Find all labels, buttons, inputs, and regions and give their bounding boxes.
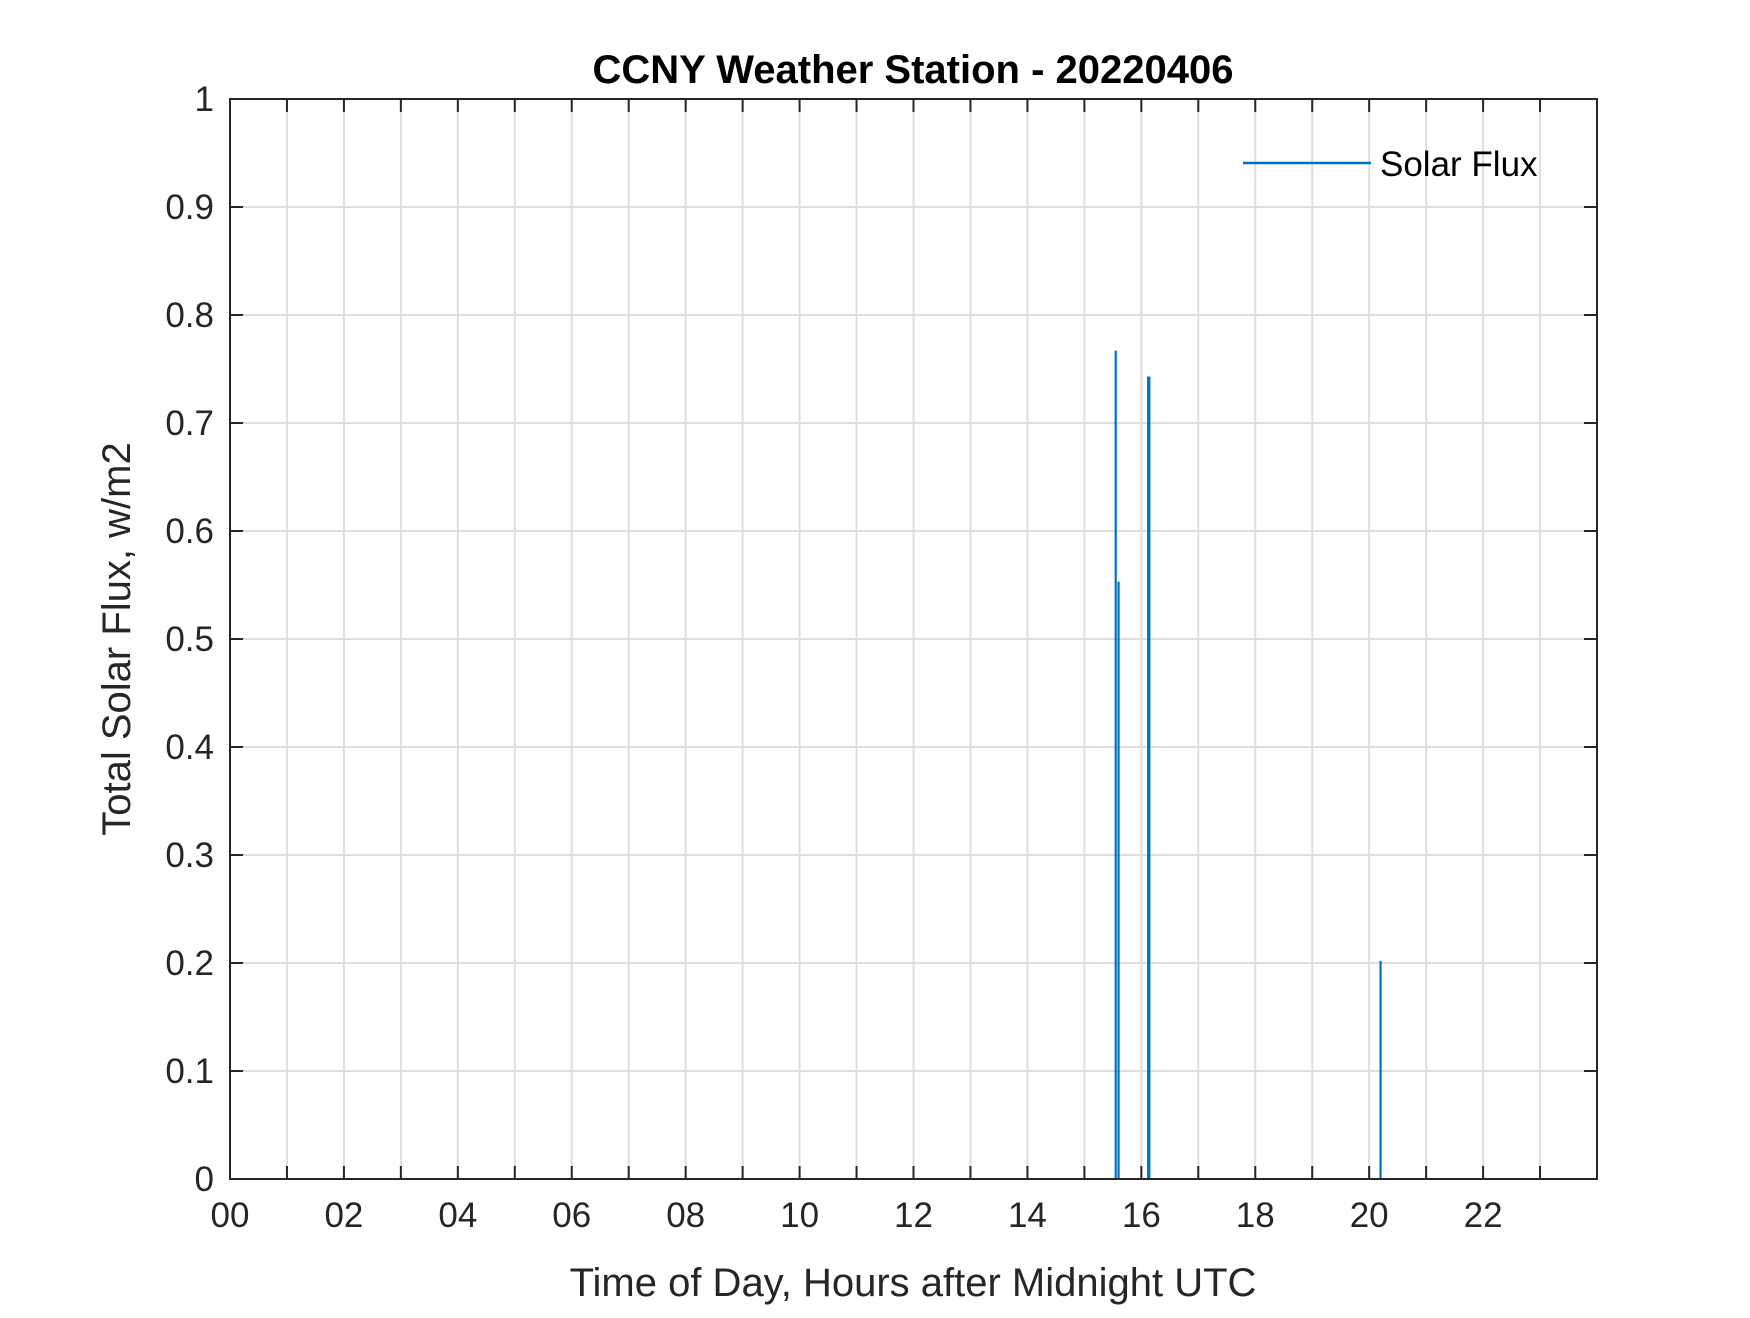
x-tick-label: 14 (1008, 1196, 1047, 1235)
y-tick-label: 0.6 (165, 512, 214, 551)
x-tick-labels: 00 02 04 06 08 10 12 14 16 18 20 22 (211, 1196, 1503, 1235)
x-tick-label: 08 (666, 1196, 705, 1235)
legend-label-solar-flux: Solar Flux (1380, 145, 1538, 184)
x-axis-label: Time of Day, Hours after Midnight UTC (570, 1261, 1257, 1305)
x-tick-label: 18 (1236, 1196, 1275, 1235)
chart-title: CCNY Weather Station - 20220406 (593, 48, 1234, 92)
y-tick-label: 1 (195, 80, 214, 119)
legend: Solar Flux (1243, 145, 1538, 184)
y-tick-label: 0.1 (165, 1052, 214, 1091)
y-tick-label: 0.9 (165, 188, 214, 227)
y-tick-label: 0 (195, 1160, 214, 1199)
y-tick-label: 0.2 (165, 944, 214, 983)
x-tick-label: 16 (1122, 1196, 1161, 1235)
grid-lines (230, 99, 1597, 1179)
tick-marks (230, 98, 1597, 1180)
y-tick-label: 0.3 (165, 836, 214, 875)
y-tick-label: 0.5 (165, 620, 214, 659)
x-tick-label: 06 (552, 1196, 591, 1235)
x-tick-label: 10 (780, 1196, 819, 1235)
x-tick-label: 00 (211, 1196, 250, 1235)
x-tick-label: 22 (1464, 1196, 1503, 1235)
y-axis-label: Total Solar Flux, w/m2 (95, 442, 139, 835)
x-tick-label: 20 (1350, 1196, 1389, 1235)
series-solar-flux (1114, 350, 1382, 1179)
x-tick-label: 02 (324, 1196, 363, 1235)
y-tick-label: 0.4 (165, 728, 214, 767)
y-tick-labels: 0 0.1 0.2 0.3 0.4 0.5 0.6 0.7 0.8 0.9 1 (165, 80, 214, 1199)
y-tick-label: 0.8 (165, 296, 214, 335)
x-tick-label: 12 (894, 1196, 933, 1235)
y-tick-label: 0.7 (165, 404, 214, 443)
x-tick-label: 04 (438, 1196, 477, 1235)
